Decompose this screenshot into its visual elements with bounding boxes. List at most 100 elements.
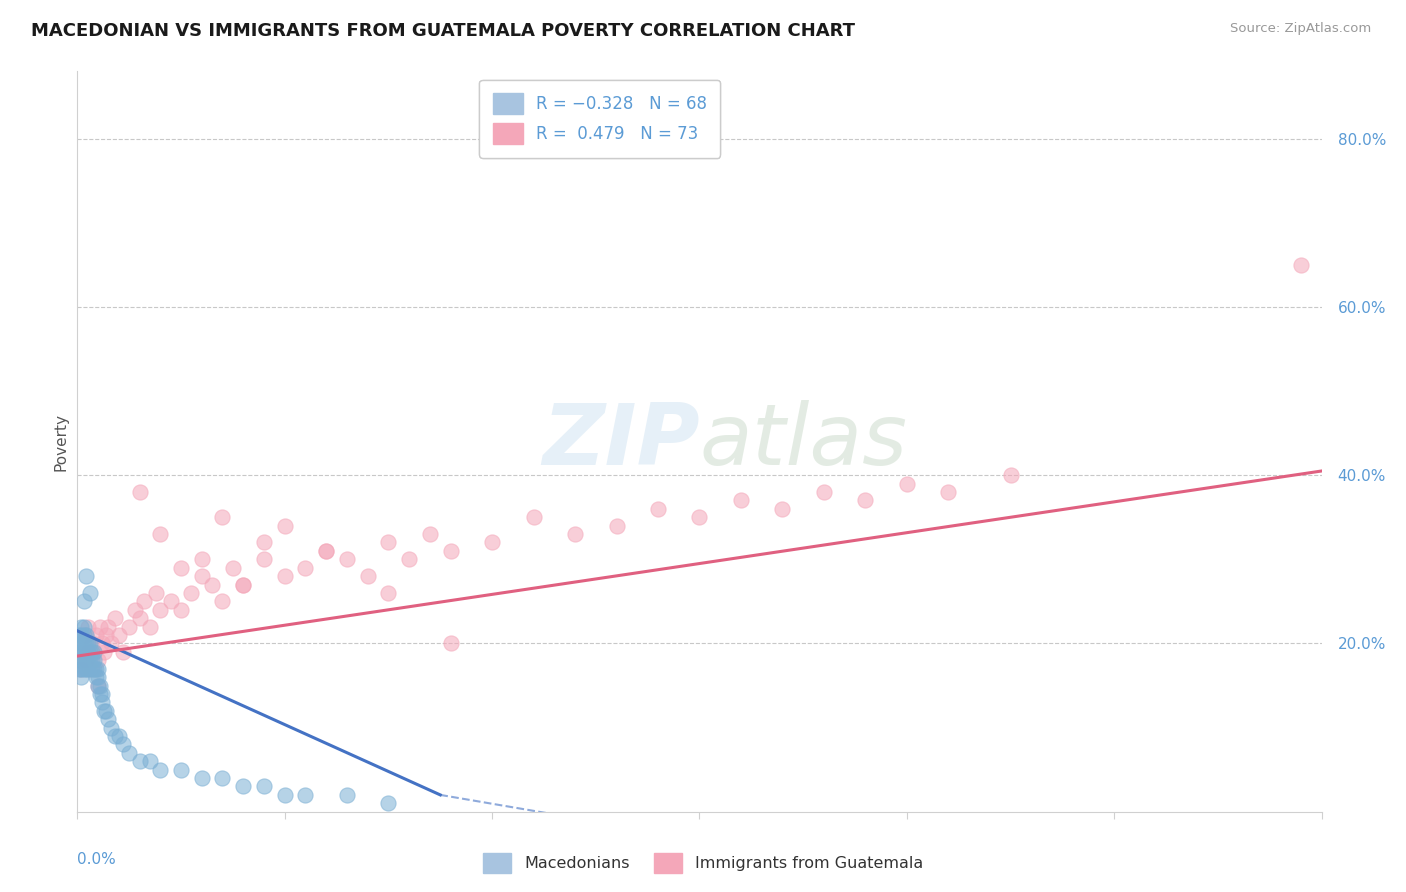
Point [647,501,669,516]
Point [76,636,98,650]
Point [76,645,98,659]
Point [128,754,150,768]
Point [80,653,103,667]
Point [232,780,254,794]
Point [87,679,110,693]
Point [91,695,114,709]
Point [67,645,90,659]
Point [149,527,172,541]
Point [97,619,120,633]
Point [67,636,90,650]
Point [398,552,420,566]
Point [273,518,295,533]
Point [83,645,105,659]
Point [315,544,337,558]
Point [75,628,97,642]
Point [83,645,105,659]
Point [336,552,359,566]
Point [813,485,835,500]
Point [124,603,146,617]
Point [80,636,103,650]
Point [87,670,110,684]
Point [89,679,111,693]
Point [79,653,101,667]
Legend: R = −0.328   N = 68, R =  0.479   N = 73: R = −0.328 N = 68, R = 0.479 N = 73 [479,79,720,158]
Point [72,619,94,633]
Point [564,527,586,541]
Point [232,577,254,591]
Point [76,619,98,633]
Point [67,653,90,667]
Point [79,645,101,659]
Point [419,527,441,541]
Point [377,797,399,811]
Point [91,636,114,650]
Point [96,704,118,718]
Point [70,619,93,633]
Point [149,763,172,777]
Point [87,653,110,667]
Point [70,628,93,642]
Point [67,662,90,676]
Point [83,662,105,676]
Point [128,485,150,500]
Point [336,788,359,802]
Point [689,510,711,524]
Point [84,670,107,684]
Point [201,577,224,591]
Point [87,662,110,676]
Point [70,670,93,684]
Point [606,518,628,533]
Point [84,628,107,642]
Point [253,535,276,549]
Point [70,636,93,650]
Point [107,628,129,642]
Point [357,569,380,583]
Point [93,645,115,659]
Point [80,662,103,676]
Point [439,636,461,650]
Point [481,535,503,549]
Point [75,653,97,667]
Point [72,594,94,608]
Point [93,704,115,718]
Point [76,645,98,659]
Point [72,662,94,676]
Point [72,636,94,650]
Point [83,653,105,667]
Text: 0.0%: 0.0% [77,853,117,867]
Point [70,653,93,667]
Point [128,611,150,625]
Point [211,594,233,608]
Point [118,619,141,633]
Y-axis label: Poverty: Poverty [53,412,69,471]
Point [294,788,316,802]
Point [75,636,97,650]
Text: atlas: atlas [700,400,907,483]
Point [104,729,127,743]
Point [159,594,181,608]
Point [75,645,97,659]
Point [84,662,107,676]
Point [107,729,129,743]
Point [72,636,94,650]
Point [273,788,295,802]
Point [170,560,193,574]
Point [67,628,90,642]
Text: ZIP: ZIP [541,400,700,483]
Point [72,645,94,659]
Point [79,586,101,600]
Legend: Macedonians, Immigrants from Guatemala: Macedonians, Immigrants from Guatemala [477,847,929,880]
Point [190,771,214,785]
Point [104,611,127,625]
Point [139,754,162,768]
Point [72,645,94,659]
Point [76,662,98,676]
Point [253,780,276,794]
Point [855,493,877,508]
Point [97,712,120,726]
Point [211,771,233,785]
Point [190,569,214,583]
Point [118,746,141,760]
Point [439,544,461,558]
